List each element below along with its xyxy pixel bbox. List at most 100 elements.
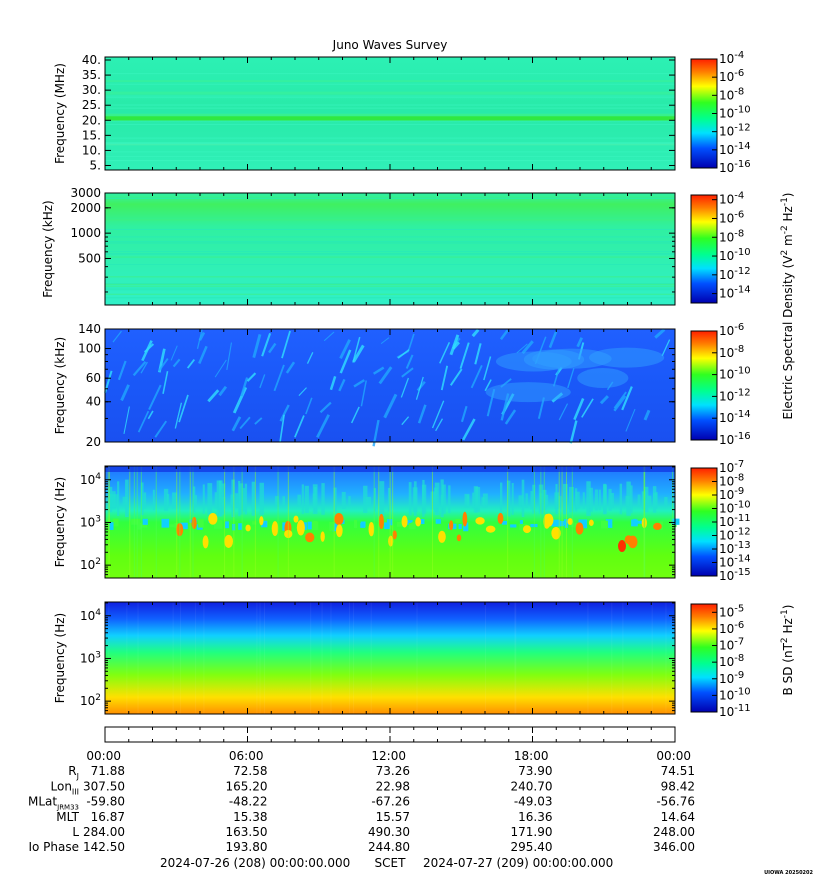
ephemeris-row-label: MLatJRM33	[28, 795, 79, 812]
y-tick-label: 20.	[82, 113, 101, 127]
spectrogram-burst	[411, 522, 415, 529]
spectrogram-streak	[599, 395, 609, 405]
spectrogram-burst	[320, 531, 325, 542]
spectrogram-streak	[226, 342, 233, 371]
spectrogram-band	[105, 113, 675, 115]
spectrogram-streak	[158, 357, 169, 372]
spectrogram-band	[105, 95, 675, 97]
spectrogram-band	[105, 123, 675, 125]
spectrogram-burst	[462, 511, 468, 527]
y-tick-label: 2000	[70, 201, 101, 215]
spectrogram-streak	[170, 345, 178, 361]
spectrogram-burst	[475, 486, 481, 513]
spectrogram-streak	[339, 349, 352, 374]
spectrogram-streak	[558, 403, 569, 421]
spectrogram-streak	[576, 337, 583, 348]
spectrogram-streak	[360, 380, 367, 407]
ephemeris-value: 14.64	[661, 810, 695, 824]
ephemeris-value: 142.50	[83, 840, 125, 854]
spectrogram-burst	[455, 518, 461, 523]
colorbar-tick-label: 10-11	[719, 703, 751, 719]
spectrogram-line	[129, 466, 131, 578]
spectrogram-burst	[562, 483, 568, 515]
time-label: 06:00	[229, 749, 264, 763]
y-tick-label: 103	[80, 650, 101, 665]
ephemeris-value: 165.20	[226, 779, 268, 793]
spectrogram-burst	[519, 523, 528, 531]
spectrogram-burst	[202, 535, 209, 549]
ephemeris-value: 307.50	[83, 779, 125, 793]
colorbar-tick-label: 10-8	[719, 344, 744, 360]
spectrogram-streak	[569, 420, 578, 444]
spectrogram-streak	[613, 391, 627, 409]
spectrogram-band	[105, 289, 675, 291]
spectrogram-burst	[396, 521, 405, 527]
spectrogram-band	[105, 97, 675, 99]
spectrogram-burst	[406, 520, 413, 525]
spectrogram-burst	[522, 525, 532, 534]
spectrogram-streak	[123, 406, 130, 435]
time-label: 18:00	[514, 749, 549, 763]
spectrogram-burst	[131, 518, 140, 525]
spectrogram-streak	[400, 377, 410, 398]
spectrogram-burst	[194, 495, 198, 507]
spectrogram-band	[105, 250, 675, 252]
colorbar-tick-label: 10-8	[719, 473, 744, 489]
colorbar-tick-label: 10-10	[719, 500, 751, 516]
spectrogram-streak	[625, 408, 636, 432]
spectrogram-line	[287, 466, 289, 578]
ephemeris-value: 248.00	[653, 825, 695, 839]
spectrogram-streak	[380, 337, 390, 345]
spectrogram-line	[310, 602, 312, 714]
colorbar-tick-label: 10-6	[719, 322, 744, 338]
spectrogram-burst	[307, 521, 314, 530]
spectrogram-streak	[117, 360, 127, 381]
spectrogram-line	[348, 602, 350, 714]
spectrogram-streak	[281, 330, 291, 359]
spectrogram-burst	[544, 494, 549, 507]
ephemeris-value: 98.42	[661, 779, 695, 793]
spectrogram-burst	[388, 535, 394, 547]
spectrogram-burst	[598, 489, 601, 511]
spectrogram-line	[263, 602, 265, 714]
ephemeris-value: 171.90	[511, 825, 553, 839]
spectrogram-burst	[336, 524, 343, 538]
spectrogram-burst	[408, 482, 412, 516]
spectrogram-burst	[373, 488, 376, 512]
spectrogram-burst	[179, 522, 188, 530]
spectrogram-line	[370, 602, 372, 714]
spectrogram-burst	[412, 487, 418, 512]
ephemeris-value: -67.26	[371, 795, 410, 809]
spectrogram-burst	[664, 497, 668, 506]
spectrogram-line	[515, 602, 517, 714]
spectrogram-burst	[558, 520, 565, 527]
spectrogram-streak	[305, 397, 313, 415]
footer-scet-label: SCET	[375, 856, 407, 870]
spectrogram-line	[179, 466, 181, 578]
spectrogram-band	[105, 104, 675, 106]
spectrogram-streak	[316, 414, 330, 438]
spectrogram-burst	[519, 520, 523, 525]
y-tick-label: 3000	[70, 186, 101, 200]
time-label: 12:00	[371, 749, 406, 763]
spectrogram-line	[203, 602, 205, 714]
spectrogram-burst	[368, 522, 375, 537]
spectrogram-burst	[501, 520, 507, 525]
spectrogram-line	[241, 466, 243, 578]
spectrogram-burst	[671, 518, 680, 525]
spectrogram-line	[155, 466, 157, 578]
spectrogram-streak	[449, 334, 460, 356]
spectrogram-streak	[268, 342, 277, 354]
spectrogram-burst	[481, 497, 485, 506]
spectrogram-burst	[618, 540, 626, 553]
spectrogram-line	[571, 466, 573, 578]
spectrogram-burst	[588, 519, 594, 526]
spectrogram-line	[416, 602, 418, 714]
spectrogram-burst	[138, 523, 148, 528]
spectrogram-streak	[621, 386, 633, 411]
spectrogram-burst	[511, 483, 514, 515]
colorbar-tick-label: 10-10	[719, 105, 751, 121]
spectrogram-burst	[605, 519, 613, 528]
y-tick-label: 100	[78, 342, 101, 356]
